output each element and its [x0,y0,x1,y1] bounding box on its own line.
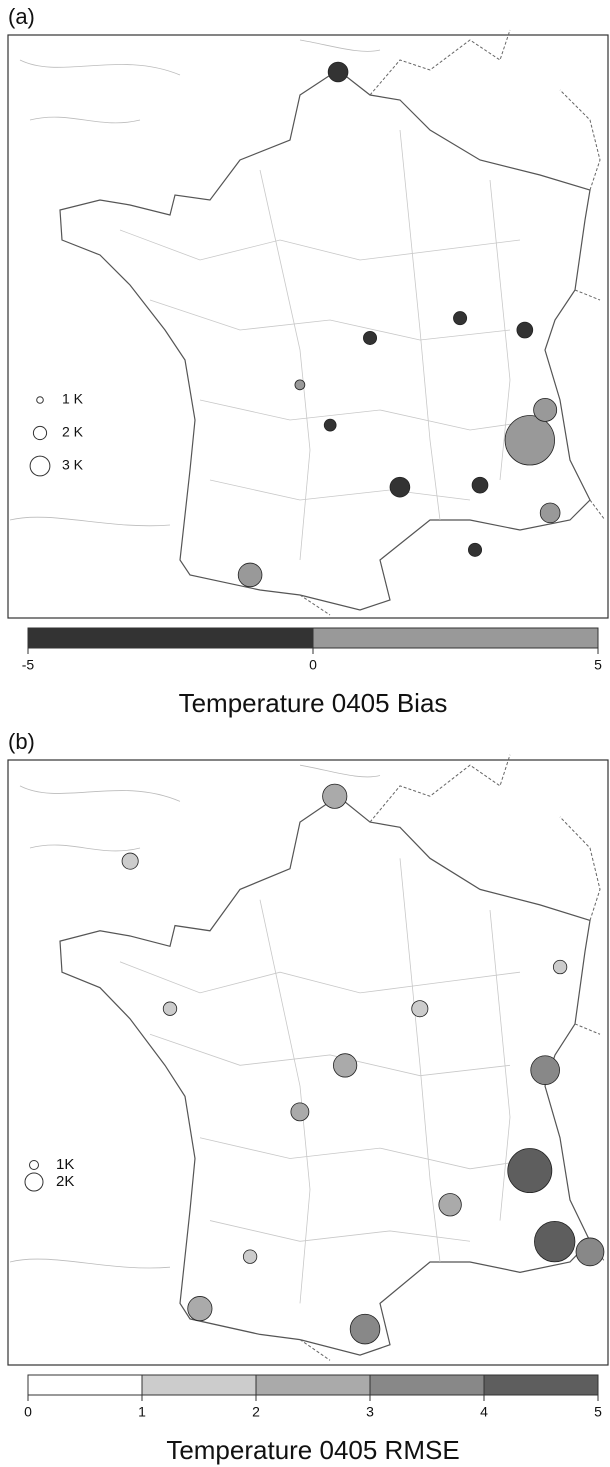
station [507,1148,553,1194]
station [322,783,348,809]
station [349,1313,381,1345]
station [237,562,263,588]
colorbar-tick-label: 0 [309,657,317,673]
station [539,502,561,524]
colorbar-tick-label: 3 [366,1404,374,1420]
station [411,1000,429,1018]
station [323,418,337,432]
station [363,330,378,345]
legend-symbol [36,396,44,404]
station [533,397,558,422]
legend-label: 2 K [62,424,84,440]
station [575,1237,605,1267]
colorbar-title: Temperature 0405 RMSE [166,1435,459,1465]
station [516,321,534,339]
colorbar-segment [312,627,599,649]
legend-label: 1 K [62,391,84,407]
legend-symbol [29,1160,39,1170]
colorbar-tick-label: 0 [24,1404,32,1420]
colorbar-segment [141,1374,257,1396]
colorbar-segment [27,1374,143,1396]
colorbar-segment [27,627,314,649]
station [468,542,483,557]
legend-symbol [32,425,48,441]
colorbar-segment [483,1374,599,1396]
station [162,1001,178,1016]
colorbar-tick-label: 1 [138,1404,146,1420]
legend-label: 1K [56,1156,74,1173]
station [389,476,411,498]
station [333,1053,358,1078]
legend-label: 3 K [62,457,84,473]
station [552,959,568,975]
station [504,415,555,466]
colorbar-tick-label: -5 [22,657,35,673]
station [438,1193,462,1217]
legend-symbol [24,1172,44,1192]
station [121,852,139,870]
station [530,1055,560,1085]
panel-label: (b) [8,729,35,754]
station [453,311,468,326]
colorbar-segment [369,1374,485,1396]
legend-label: 2K [56,1173,74,1190]
station [242,1249,258,1264]
colorbar-tick-label: 5 [594,657,602,673]
colorbar-tick-label: 2 [252,1404,260,1420]
colorbar-tick-label: 4 [480,1404,488,1420]
station [187,1296,213,1322]
station [534,1220,576,1263]
station [290,1102,310,1122]
colorbar-title: Temperature 0405 Bias [179,688,448,718]
station [471,476,489,494]
panel-label: (a) [8,4,35,29]
legend-symbol [29,455,51,477]
panel: (a) 1 K 2 K 3 K -5 0 5 Temperature 0405 Bias [7,4,609,718]
station [327,61,349,83]
colorbar-segment [255,1374,371,1396]
colorbar-tick-label: 5 [594,1404,602,1420]
station [294,379,306,391]
